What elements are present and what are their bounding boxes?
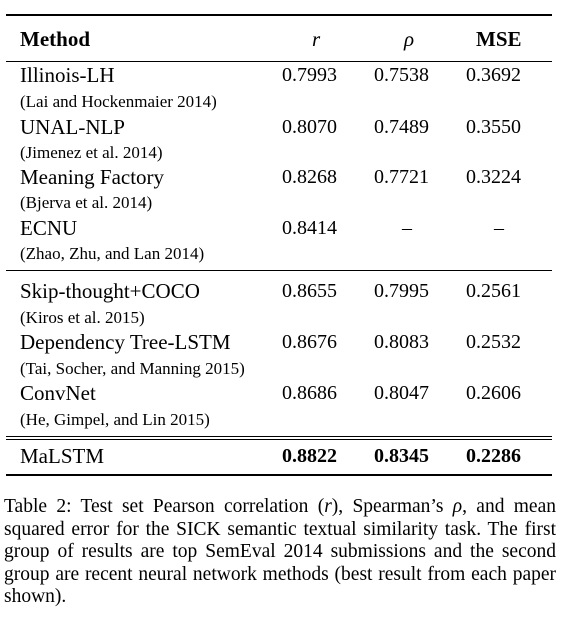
header-method: Method — [20, 27, 90, 51]
header-r: r — [312, 27, 321, 51]
group-divider — [6, 270, 552, 271]
method-citation: (Jimenez et al. 2014) — [20, 143, 163, 162]
rho-value: 0.7489 — [374, 116, 429, 138]
rho-value-best: 0.8345 — [374, 445, 429, 467]
method-name: ECNU — [20, 216, 78, 240]
header-mse: MSE — [476, 27, 522, 51]
mse-value: 0.3692 — [466, 64, 521, 86]
method-citation: (Bjerva et al. 2014) — [20, 193, 153, 212]
method-citation: (Tai, Socher, and Manning 2015) — [20, 359, 245, 378]
mse-value: 0.3550 — [466, 116, 521, 138]
group-divider — [6, 436, 552, 437]
top-rule — [6, 14, 552, 16]
bottom-rule — [6, 474, 552, 476]
header-rule — [6, 61, 552, 62]
mse-value-best: 0.2286 — [466, 445, 521, 467]
mse-value: 0.2561 — [466, 280, 521, 302]
method-name: MaLSTM — [20, 444, 104, 468]
method-citation: (Kiros et al. 2015) — [20, 308, 145, 327]
mse-value: 0.2532 — [466, 331, 521, 353]
method-name: Illinois-LH — [20, 63, 115, 87]
method-name: UNAL-NLP — [20, 115, 125, 139]
r-value: 0.7993 — [282, 64, 337, 86]
r-value: 0.8676 — [282, 331, 337, 353]
r-value: 0.8268 — [282, 166, 337, 188]
header-rho: ρ — [404, 27, 415, 51]
rho-value: – — [402, 217, 412, 239]
mse-value: – — [494, 217, 504, 239]
r-value: 0.8070 — [282, 116, 337, 138]
mse-value: 0.2606 — [466, 382, 521, 404]
rho-value: 0.8083 — [374, 331, 429, 353]
method-name: ConvNet — [20, 381, 96, 405]
r-value-best: 0.8822 — [282, 445, 337, 467]
caption-label: Table 2: — [4, 496, 72, 517]
rho-value: 0.7721 — [374, 166, 429, 188]
method-citation: (Zhao, Zhu, and Lan 2014) — [20, 244, 205, 263]
mse-value: 0.3224 — [466, 166, 521, 188]
rho-value: 0.7538 — [374, 64, 429, 86]
method-citation: (He, Gimpel, and Lin 2015) — [20, 410, 210, 429]
group-divider-double — [6, 439, 552, 440]
method-name: Dependency Tree-LSTM — [20, 330, 231, 354]
r-value: 0.8414 — [282, 217, 337, 239]
rho-value: 0.7995 — [374, 280, 429, 302]
table-caption: Table 2: Test set Pearson correlation (r… — [4, 496, 556, 607]
method-citation: (Lai and Hockenmaier 2014) — [20, 92, 217, 111]
r-value: 0.8655 — [282, 280, 337, 302]
method-name: Skip-thought+COCO — [20, 279, 200, 303]
r-value: 0.8686 — [282, 382, 337, 404]
method-name: Meaning Factory — [20, 165, 165, 189]
rho-value: 0.8047 — [374, 382, 429, 404]
